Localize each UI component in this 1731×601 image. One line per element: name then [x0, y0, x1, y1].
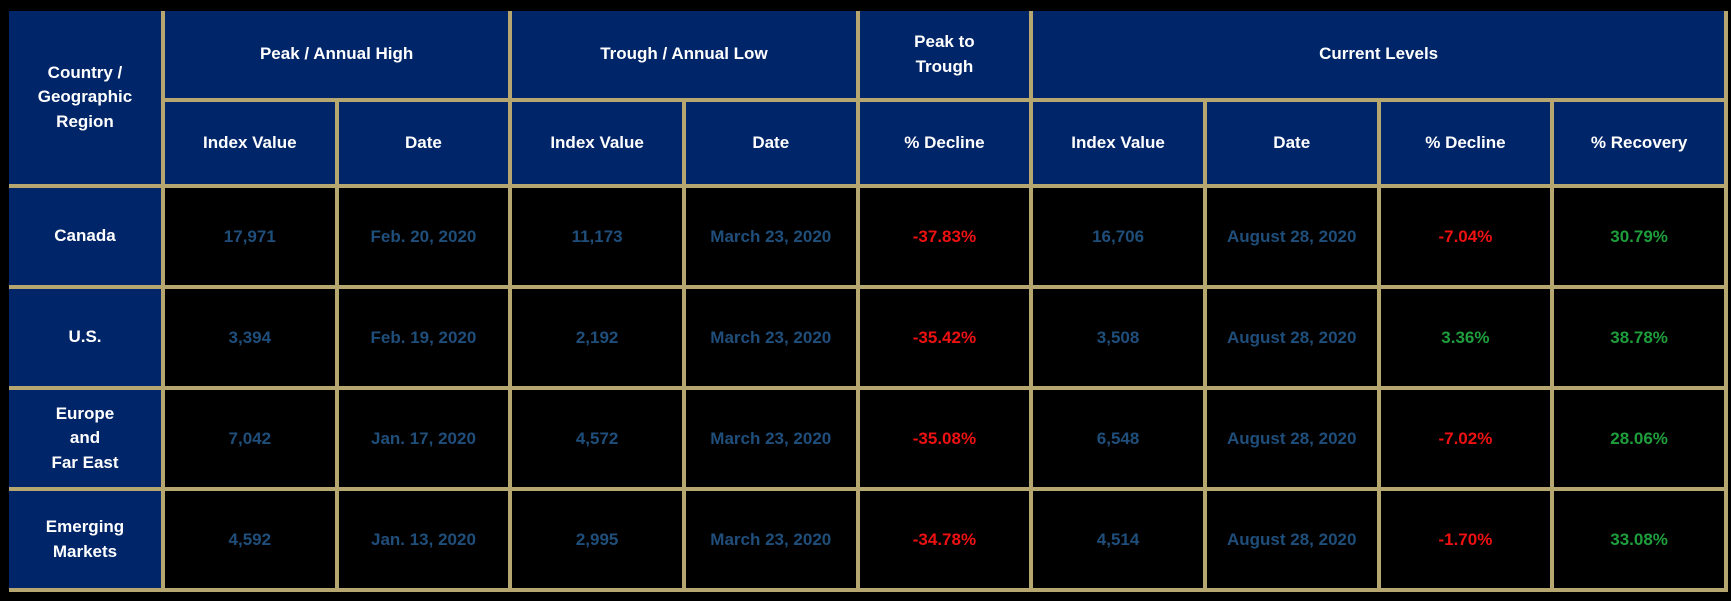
col-header-peak-to-trough-decline: % Decline	[855, 98, 1034, 188]
cell-current-index-value: 4,514	[1029, 487, 1207, 592]
cell-current-decline: -1.70%	[1376, 487, 1555, 592]
cell-peak-index-value: 17,971	[160, 184, 339, 289]
cell-peak-date: Jan. 17, 2020	[334, 386, 513, 491]
cell-current-index-value: 6,548	[1029, 386, 1207, 491]
group-header-current-levels: Current Levels	[1029, 6, 1728, 102]
table-row-us: U.S. 3,394 Feb. 19, 2020 2,192 March 23,…	[4, 285, 1728, 390]
cell-current-recovery: 33.08%	[1550, 487, 1728, 592]
cell-trough-date: March 23, 2020	[681, 487, 860, 592]
cell-current-date: August 28, 2020	[1202, 487, 1381, 592]
col-header-current-decline: % Decline	[1376, 98, 1555, 188]
col-header-trough-index-value: Index Value	[508, 98, 686, 188]
group-header-peak-to-trough: Peak to Trough	[855, 6, 1034, 102]
header-group-row: Country / Geographic Region Peak / Annua…	[4, 6, 1728, 188]
cell-current-index-value: 16,706	[1029, 184, 1207, 289]
cell-peak-index-value: 4,592	[160, 487, 339, 592]
cell-trough-index-value: 4,572	[508, 386, 686, 491]
cell-trough-date: March 23, 2020	[681, 386, 860, 491]
cell-current-date: August 28, 2020	[1202, 184, 1381, 289]
cell-current-recovery: 30.79%	[1550, 184, 1728, 289]
col-header-current-index-value: Index Value	[1029, 98, 1207, 188]
group-header-trough-annual-low: Trough / Annual Low	[508, 6, 860, 102]
col-header-current-date: Date	[1202, 98, 1381, 188]
cell-peak-date: Jan. 13, 2020	[334, 487, 513, 592]
cell-peak-to-trough-decline: -37.83%	[855, 184, 1034, 289]
cell-peak-index-value: 7,042	[160, 386, 339, 491]
col-header-trough-date: Date	[681, 98, 860, 188]
cell-trough-index-value: 11,173	[508, 184, 686, 289]
cell-current-date: August 28, 2020	[1202, 285, 1381, 390]
cell-current-recovery: 38.78%	[1550, 285, 1728, 390]
cell-current-decline: -7.02%	[1376, 386, 1555, 491]
col-header-current-recovery: % Recovery	[1550, 98, 1728, 188]
group-header-peak-annual-high: Peak / Annual High	[160, 6, 513, 102]
cell-peak-date: Feb. 20, 2020	[334, 184, 513, 289]
table-row-canada: Canada 17,971 Feb. 20, 2020 11,173 March…	[4, 184, 1728, 289]
cell-peak-to-trough-decline: -35.42%	[855, 285, 1034, 390]
cell-trough-index-value: 2,995	[508, 487, 686, 592]
cell-current-decline: 3.36%	[1376, 285, 1555, 390]
cell-current-decline: -7.04%	[1376, 184, 1555, 289]
col-header-peak-index-value: Index Value	[160, 98, 339, 188]
table-header: Country / Geographic Region Peak / Annua…	[4, 6, 1728, 188]
region-label: Europe and Far East	[4, 386, 165, 491]
cell-peak-to-trough-decline: -35.08%	[855, 386, 1034, 491]
region-label: Emerging Markets	[4, 487, 165, 592]
market-levels-table: Country / Geographic Region Peak / Annua…	[4, 5, 1728, 592]
region-label: U.S.	[4, 285, 165, 390]
region-label: Canada	[4, 184, 165, 289]
cell-trough-date: March 23, 2020	[681, 184, 860, 289]
cell-trough-index-value: 2,192	[508, 285, 686, 390]
table-body: Canada 17,971 Feb. 20, 2020 11,173 March…	[4, 184, 1728, 592]
cell-peak-date: Feb. 19, 2020	[334, 285, 513, 390]
col-header-peak-date: Date	[334, 98, 513, 188]
cell-peak-to-trough-decline: -34.78%	[855, 487, 1034, 592]
cell-current-index-value: 3,508	[1029, 285, 1207, 390]
cell-current-recovery: 28.06%	[1550, 386, 1728, 491]
cell-current-date: August 28, 2020	[1202, 386, 1381, 491]
cell-trough-date: March 23, 2020	[681, 285, 860, 390]
corner-header-country-region: Country / Geographic Region	[4, 6, 165, 188]
header-sub-row: Index Value Date Index Value Date % Decl…	[7, 98, 1728, 188]
table-row-emerging-markets: Emerging Markets 4,592 Jan. 13, 2020 2,9…	[4, 487, 1728, 592]
cell-peak-index-value: 3,394	[160, 285, 339, 390]
table-row-europe-far-east: Europe and Far East 7,042 Jan. 17, 2020 …	[4, 386, 1728, 491]
